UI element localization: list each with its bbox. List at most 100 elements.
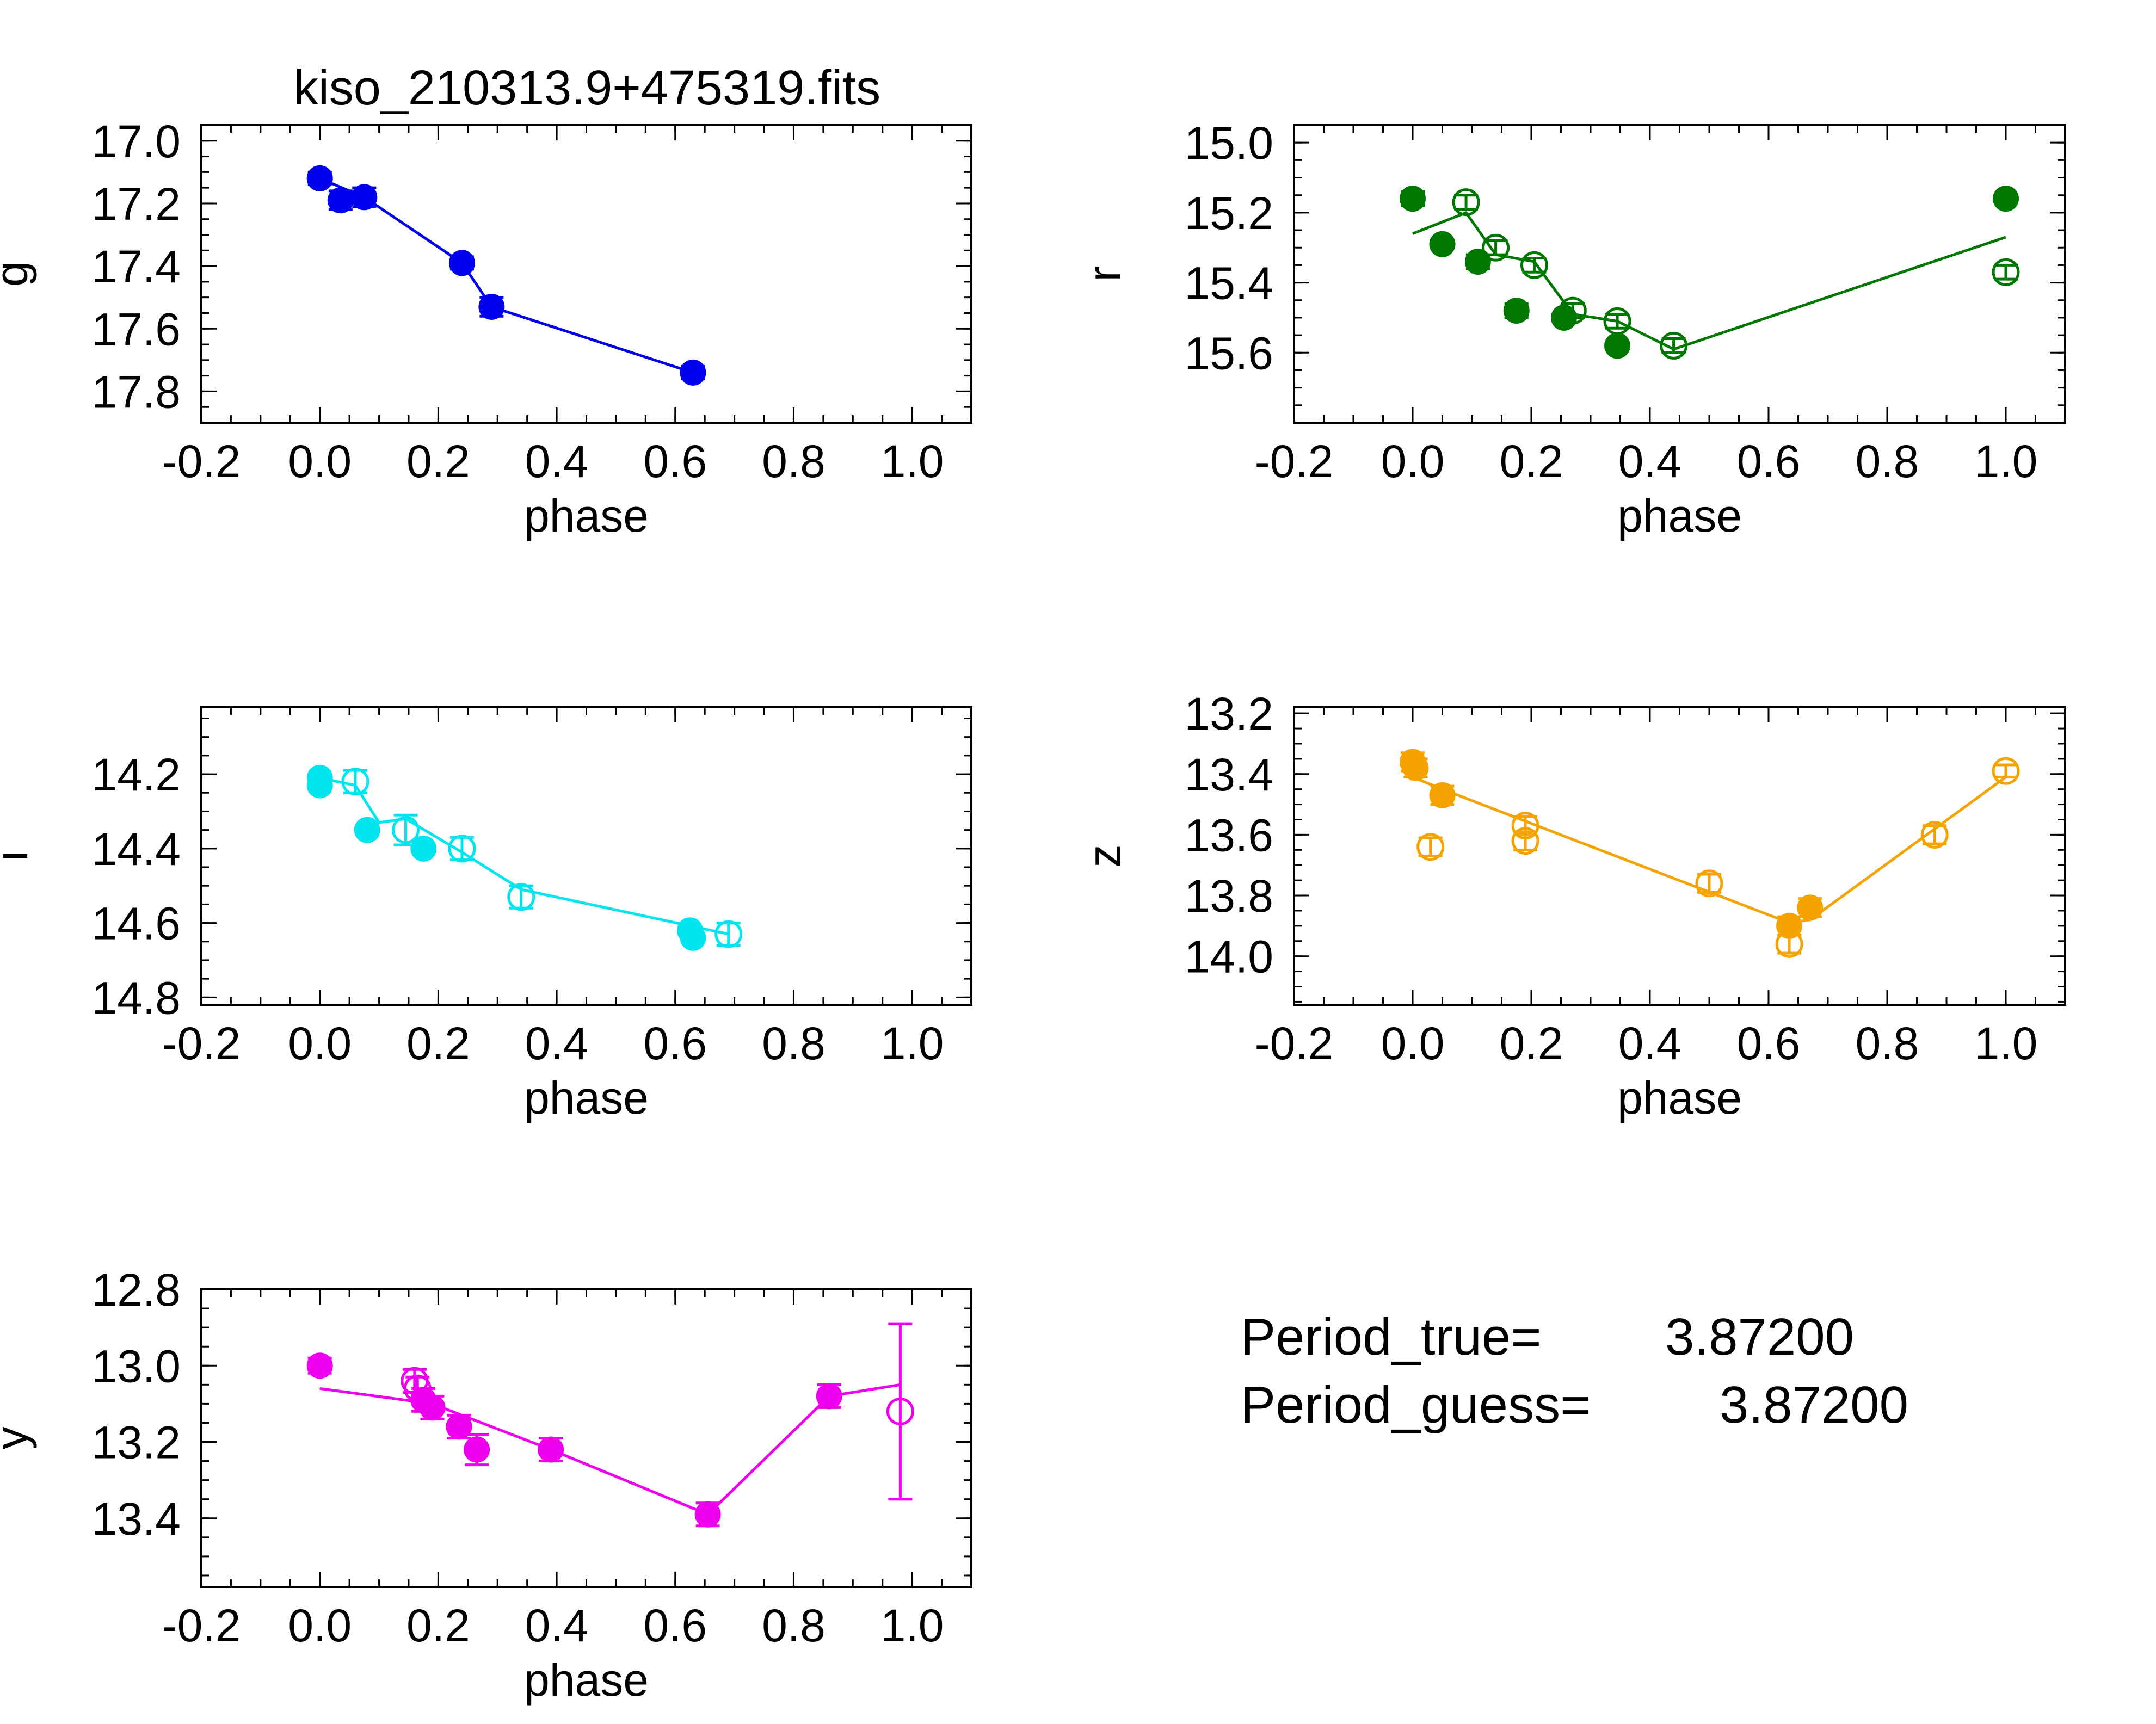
- y-tick-label: 15.6: [1185, 328, 1274, 379]
- figure-title: kiso_210313.9+475319.fits: [294, 61, 880, 115]
- y-tick-label: 13.0: [92, 1340, 181, 1392]
- y-axis-label: z: [1079, 845, 1130, 868]
- x-tick-label: 0.8: [762, 436, 826, 487]
- y-tick-label: 13.2: [1185, 688, 1274, 739]
- x-tick-label: 1.0: [880, 1600, 944, 1651]
- data-point-z-filled: [1429, 782, 1456, 808]
- marker-filled: [1402, 755, 1429, 781]
- period-block: Period_true= 3.87200 Period_guess= 3.872…: [1241, 1303, 1908, 1439]
- x-tick-label: 0.4: [1618, 1018, 1682, 1069]
- marker-filled: [410, 835, 437, 862]
- data-point-i-filled: [410, 835, 437, 862]
- x-tick-label: 1.0: [880, 1018, 944, 1069]
- data-point-r-filled: [1604, 332, 1631, 359]
- data-point-i-open: [341, 768, 369, 796]
- data-point-i-filled: [306, 772, 333, 799]
- x-tick-label: 0.8: [762, 1018, 826, 1069]
- x-tick-label: -0.2: [162, 436, 241, 487]
- period-guess-row: Period_guess= 3.87200: [1241, 1371, 1908, 1439]
- x-tick-label: -0.2: [162, 1600, 241, 1651]
- data-point-y-filled: [464, 1432, 490, 1467]
- y-tick-label: 14.6: [92, 898, 181, 949]
- data-point-z-open: [1511, 827, 1539, 855]
- data-point-r-filled: [1429, 231, 1456, 257]
- marker-open: [507, 883, 535, 911]
- marker-open: [1559, 296, 1587, 325]
- marker-open: [1920, 820, 1949, 849]
- y-tick-label: 13.2: [92, 1417, 181, 1468]
- data-point-z-filled: [1797, 894, 1824, 921]
- marker-open: [1520, 251, 1548, 279]
- marker-open: [1992, 757, 2020, 785]
- x-tick-label: 0.6: [1737, 436, 1801, 487]
- x-axis-label: phase: [524, 490, 649, 541]
- marker-open: [1775, 930, 1803, 958]
- y-tick-label: 12.8: [92, 1264, 181, 1315]
- data-point-y-open: [401, 1367, 429, 1395]
- marker-filled: [1503, 298, 1530, 324]
- x-tick-label: 0.2: [1500, 436, 1563, 487]
- fit-line-i: [319, 776, 729, 936]
- x-tick-label: 0.4: [525, 1018, 589, 1069]
- y-axis-label: r: [1079, 267, 1130, 282]
- x-tick-label: -0.2: [1255, 1018, 1334, 1069]
- data-point-y-open: [886, 1322, 914, 1501]
- data-point-z-open: [1416, 833, 1445, 861]
- y-tick-label: 14.2: [92, 749, 181, 800]
- marker-filled: [1604, 332, 1631, 359]
- x-tick-label: 0.6: [1737, 1018, 1801, 1069]
- period-guess-value: 3.87200: [1720, 1376, 1909, 1434]
- plot-frame: [200, 706, 972, 1006]
- data-point-r-filled: [1503, 298, 1530, 324]
- fit-line-z: [1412, 776, 2007, 924]
- marker-filled: [354, 817, 380, 843]
- marker-filled: [1429, 231, 1456, 257]
- plot-frame: [200, 1288, 972, 1588]
- plot-frame: [1293, 706, 2066, 1006]
- x-tick-label: 0.6: [643, 1600, 707, 1651]
- period-true-label: Period_true=: [1241, 1308, 1542, 1366]
- y-axis-label: g: [0, 261, 37, 287]
- x-axis-label: phase: [1617, 490, 1742, 541]
- data-point-i-open: [448, 835, 476, 863]
- x-tick-label: 0.0: [1381, 436, 1445, 487]
- data-point-r-open: [1992, 258, 2020, 286]
- data-point-z-filled: [1402, 755, 1429, 781]
- panel-y: -0.2 0.0 0.2 0.4 0.6 0.8 1.0 12.8 13.0 13.2 13.4 ph…: [0, 1264, 972, 1706]
- y-tick-label: 17.8: [92, 366, 181, 417]
- marker-open: [448, 835, 476, 863]
- x-tick-label: 0.2: [1500, 1018, 1563, 1069]
- data-point-r-filled: [1400, 186, 1426, 212]
- y-tick-label: 14.0: [1185, 931, 1274, 983]
- marker-filled: [464, 1436, 490, 1463]
- x-axis-label: phase: [1617, 1072, 1742, 1123]
- y-tick-label: 17.0: [92, 116, 181, 167]
- marker-open: [1416, 833, 1445, 861]
- x-tick-label: 0.8: [1856, 1018, 1919, 1069]
- x-tick-label: -0.2: [162, 1018, 241, 1069]
- data-point-z-open: [1695, 869, 1723, 898]
- marker-filled: [306, 1352, 333, 1379]
- x-tick-label: 0.4: [1618, 436, 1682, 487]
- x-tick-label: 0.2: [406, 1018, 470, 1069]
- marker-open: [1695, 869, 1723, 898]
- data-point-z-open: [1775, 930, 1803, 958]
- x-tick-label: 0.0: [288, 1018, 352, 1069]
- x-tick-label: 0.4: [525, 436, 589, 487]
- fit-line-r: [1412, 211, 2006, 351]
- x-tick-label: 0.0: [1381, 1018, 1445, 1069]
- x-tick-label: -0.2: [1255, 436, 1334, 487]
- marker-filled: [1400, 186, 1426, 212]
- y-tick-label: 15.4: [1185, 258, 1274, 309]
- data-point-y-filled: [306, 1352, 333, 1379]
- x-tick-label: 0.2: [406, 1600, 470, 1651]
- y-tick-label: 13.4: [1185, 749, 1274, 800]
- fit-line-y: [319, 1383, 901, 1516]
- panels-container: -0.2 0.0 0.2 0.4 0.6 0.8 1.0 17.0 17.2 17.4 17.6 17…: [0, 116, 2066, 1706]
- marker-open: [1992, 258, 2020, 286]
- x-tick-label: 0.8: [1856, 436, 1919, 487]
- marker-filled: [306, 772, 333, 799]
- data-point-i-filled: [354, 817, 380, 843]
- marker-open: [714, 920, 743, 948]
